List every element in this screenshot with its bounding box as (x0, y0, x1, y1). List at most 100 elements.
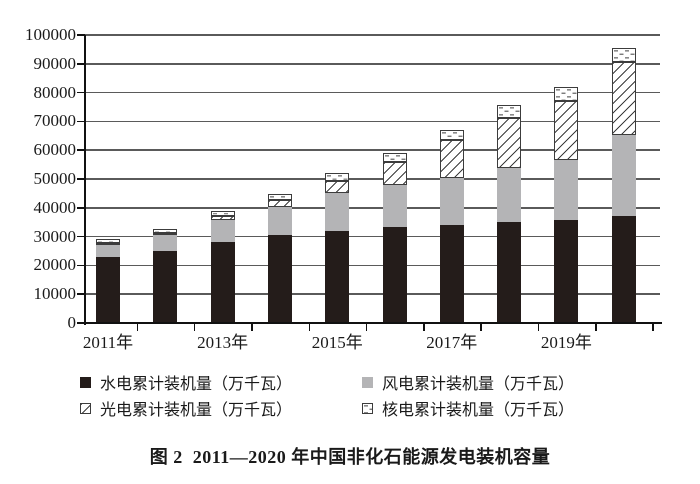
x-tick-1 (193, 324, 196, 331)
bar-segment-solid-black-2018年 (497, 221, 522, 323)
y-tick-label-20000: 20000 (33, 255, 77, 275)
x-tick-4 (365, 324, 368, 331)
bar-segment-diagonal-hatch-2018年 (497, 118, 522, 169)
bar-segment-diagonal-hatch-2014年 (267, 200, 292, 208)
y-tick-10000 (77, 293, 85, 295)
gridline-10000 (85, 293, 660, 295)
x-tick-5 (423, 324, 425, 331)
x-tick-3 (308, 324, 311, 331)
bar-segment-solid-black-2017年 (439, 224, 464, 323)
y-tick-80000 (77, 91, 85, 94)
bar-segment-dotted-2014年 (267, 194, 292, 201)
y-tick-100000 (77, 34, 85, 36)
figure-caption: 图 2 2011—2020 年中国非化石能源发电装机容量 (149, 447, 551, 467)
legend: 水电累计装机量（万千瓦） 风电累计装机量（万千瓦） 光电累计装机量（万千瓦） 核… (0, 366, 700, 432)
y-tick-0 (77, 322, 85, 324)
bar-segment-solid-black-2011年 (96, 256, 120, 323)
legend-item-hydro: 水电累计装机量（万千瓦） (80, 370, 292, 394)
gridline-40000 (85, 207, 660, 209)
y-tick-label-60000: 60000 (33, 140, 77, 160)
y-tick-50000 (77, 178, 85, 180)
x-tick-label-2011年: 2011年 (82, 333, 134, 352)
x-tick-7 (537, 324, 540, 331)
y-tick-label-30000: 30000 (33, 226, 77, 246)
gridline-60000 (85, 149, 660, 151)
x-tick-label-2017年: 2017年 (426, 333, 478, 352)
bar-segment-solid-gray-2011年 (96, 243, 120, 257)
y-tick-60000 (77, 149, 85, 151)
hydro-swatch-icon (80, 376, 91, 388)
bar-segment-diagonal-hatch-2017年 (439, 140, 464, 178)
gridline-20000 (85, 264, 660, 267)
bar-segment-solid-black-2014年 (267, 235, 292, 323)
bar-segment-solid-black-2020年 (611, 216, 636, 323)
bar-segment-diagonal-hatch-2012年 (153, 232, 178, 235)
bar-segment-dotted-2017年 (439, 129, 464, 141)
bar-segment-dotted-2020年 (611, 47, 636, 63)
bar-segment-solid-gray-2016年 (382, 184, 407, 228)
legend-item-nuclear: 核电累计装机量（万千瓦） (362, 396, 574, 420)
bar-segment-solid-gray-2018年 (497, 168, 522, 222)
bar-segment-solid-gray-2015年 (325, 193, 350, 231)
x-axis (84, 322, 662, 324)
bar-segment-diagonal-hatch-2019年 (554, 100, 579, 160)
y-tick-label-70000: 70000 (33, 111, 77, 131)
wind-swatch-icon (362, 376, 373, 388)
bar-segment-dotted-2011年 (96, 239, 120, 244)
legend-item-solar: 光电累计装机量（万千瓦） (80, 396, 292, 420)
gridline-100000 (85, 34, 660, 36)
y-tick-label-0: 0 (67, 313, 77, 332)
bar-segment-dotted-2016年 (382, 152, 407, 163)
bar-segment-diagonal-hatch-2016年 (382, 162, 407, 185)
y-tick-label-90000: 90000 (33, 53, 77, 73)
y-axis (84, 35, 86, 325)
bar-segment-dotted-2015年 (325, 173, 350, 181)
y-tick-label-10000: 10000 (33, 284, 77, 304)
y-tick-label-40000: 40000 (33, 197, 77, 217)
bar-segment-solid-black-2015年 (325, 230, 350, 323)
bar-segment-solid-gray-2020年 (611, 135, 636, 217)
gridline-80000 (85, 91, 660, 94)
nuclear-swatch-icon (362, 402, 373, 414)
bar-segment-dotted-2012年 (153, 229, 178, 233)
y-tick-70000 (77, 120, 85, 123)
legend-item-wind: 风电累计装机量（万千瓦） (362, 370, 574, 394)
bar-segment-solid-gray-2014年 (267, 207, 292, 236)
x-tick-label-2013年: 2013年 (197, 333, 249, 352)
y-tick-label-80000: 80000 (33, 82, 77, 102)
y-tick-90000 (77, 63, 85, 65)
y-tick-20000 (77, 264, 85, 267)
solar-swatch-icon (80, 402, 91, 414)
x-tick-9 (652, 324, 654, 331)
x-tick-label-2015年: 2015年 (311, 333, 363, 352)
bar-segment-diagonal-hatch-2013年 (210, 215, 235, 221)
legend-label-nuclear: 核电累计装机量（万千瓦） (382, 402, 575, 419)
bar-segment-diagonal-hatch-2020年 (611, 62, 636, 136)
y-tick-40000 (77, 207, 85, 209)
gridline-90000 (85, 63, 660, 65)
y-tick-30000 (77, 235, 85, 238)
bar-segment-solid-gray-2013年 (210, 220, 235, 243)
x-tick-0 (136, 324, 139, 331)
y-tick-label-50000: 50000 (33, 169, 77, 188)
bar-segment-diagonal-hatch-2011年 (96, 243, 120, 246)
x-tick-2 (251, 324, 253, 331)
bar-segment-solid-black-2016年 (382, 227, 407, 323)
gridline-50000 (85, 178, 660, 180)
bar-segment-solid-gray-2017年 (439, 177, 464, 225)
legend-label-wind: 风电累计装机量（万千瓦） (382, 376, 575, 393)
bar-segment-dotted-2013年 (210, 211, 235, 216)
bar-segment-solid-black-2019年 (554, 220, 579, 323)
x-tick-6 (480, 324, 482, 331)
bar-segment-dotted-2019年 (554, 86, 579, 101)
x-tick-8 (595, 324, 597, 331)
bar-segment-solid-gray-2012年 (153, 233, 178, 252)
gridline-30000 (85, 235, 660, 238)
legend-label-hydro: 水电累计装机量（万千瓦） (100, 376, 293, 393)
bar-segment-solid-black-2012年 (153, 251, 178, 323)
bar-segment-diagonal-hatch-2015年 (325, 180, 350, 194)
y-tick-label-100000: 100000 (25, 25, 76, 44)
legend-label-solar: 光电累计装机量（万千瓦） (100, 402, 293, 419)
bar-segment-solid-black-2013年 (210, 242, 235, 323)
